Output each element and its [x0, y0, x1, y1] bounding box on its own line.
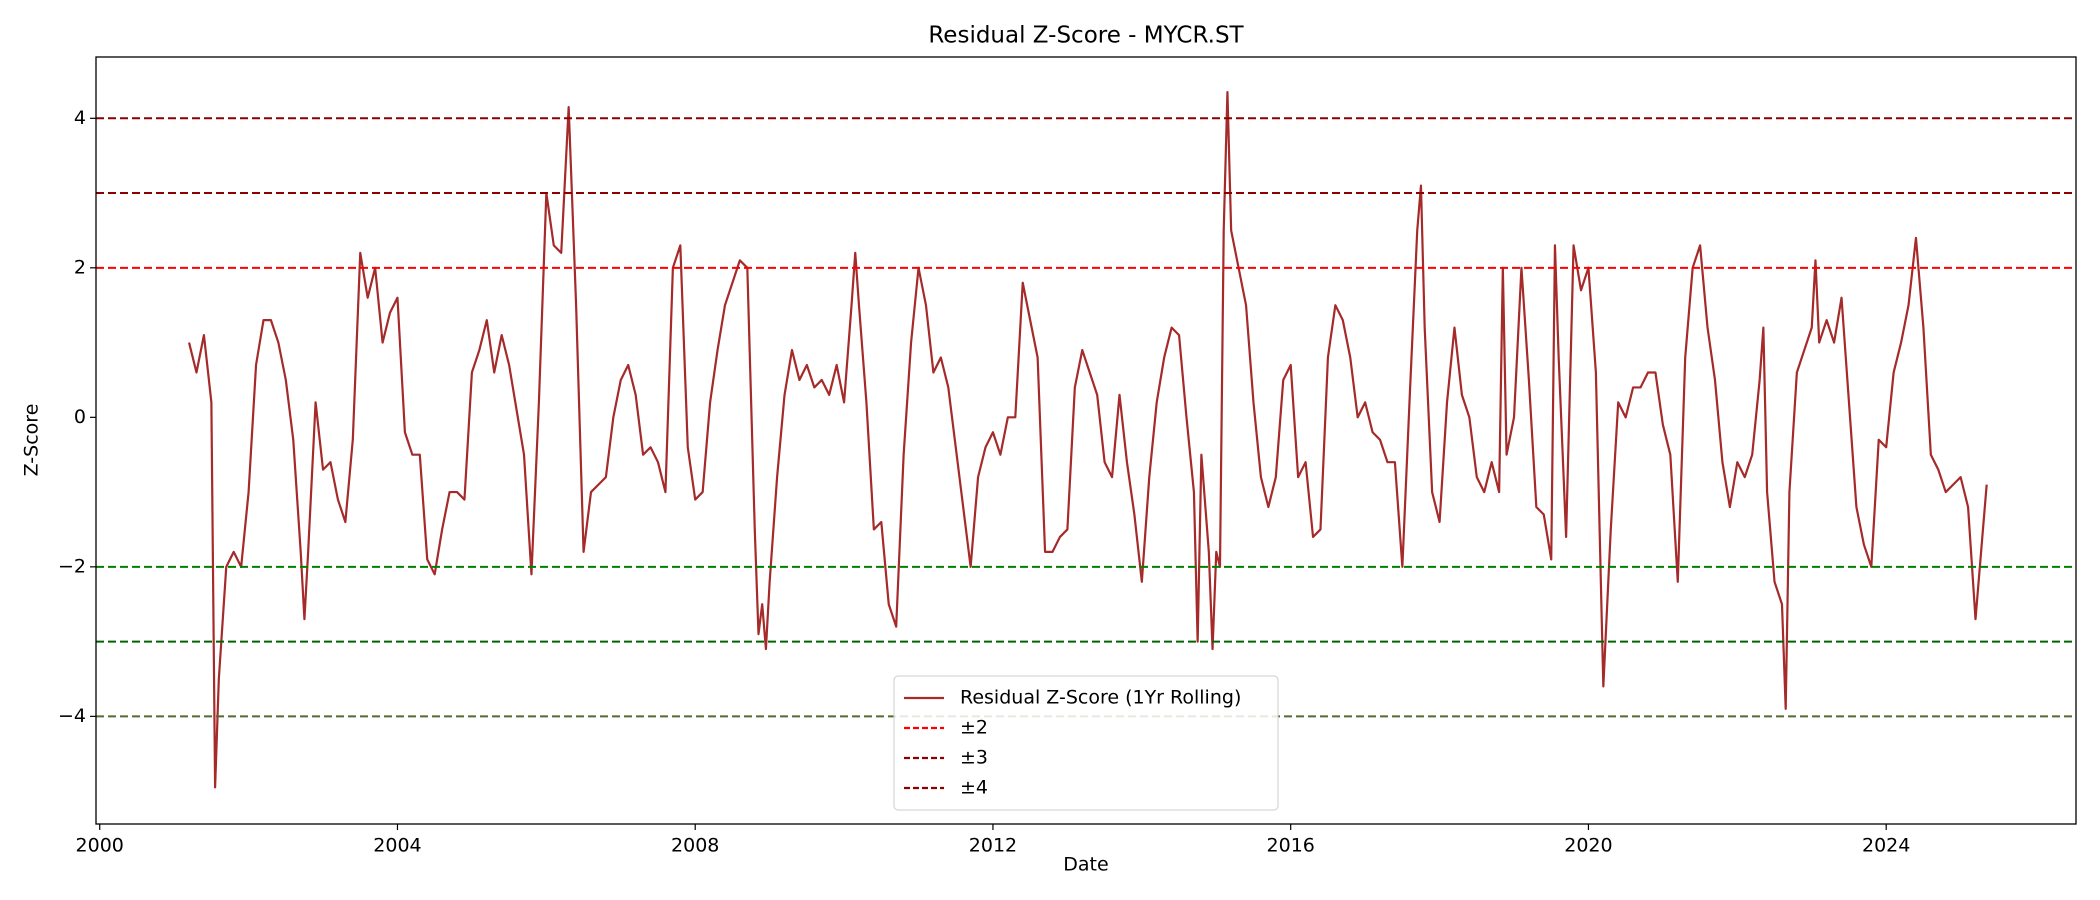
- data-line: [187, 91, 1988, 789]
- legend: Residual Z-Score (1Yr Rolling) ±2 ±3 ±4: [893, 675, 1279, 811]
- x-tick-label: 2020: [1564, 835, 1612, 857]
- x-tick-label: 2016: [1267, 835, 1315, 857]
- x-tick-label: 2012: [969, 835, 1017, 857]
- legend-label: ±3: [960, 747, 988, 769]
- y-tick-label: 0: [74, 406, 86, 428]
- x-tick-label: 2024: [1862, 835, 1910, 857]
- y-tick-label: 4: [74, 107, 86, 129]
- y-tick-label: 2: [74, 256, 86, 278]
- x-tick-label: 2000: [76, 835, 124, 857]
- legend-label: Residual Z-Score (1Yr Rolling): [960, 687, 1241, 709]
- x-tick-label: 2004: [373, 835, 421, 857]
- y-tick-label: −4: [58, 705, 86, 727]
- x-axis-label: Date: [1063, 854, 1108, 876]
- legend-box: [893, 675, 1279, 811]
- y-axis-label: Z-Score: [21, 404, 43, 477]
- x-tick-label: 2008: [671, 835, 719, 857]
- chart-title: Residual Z-Score - MYCR.ST: [928, 23, 1244, 49]
- plot-frame: [95, 56, 2077, 825]
- y-tick-label: −2: [58, 555, 86, 577]
- legend-label: ±2: [960, 717, 988, 739]
- legend-label: ±4: [960, 777, 988, 799]
